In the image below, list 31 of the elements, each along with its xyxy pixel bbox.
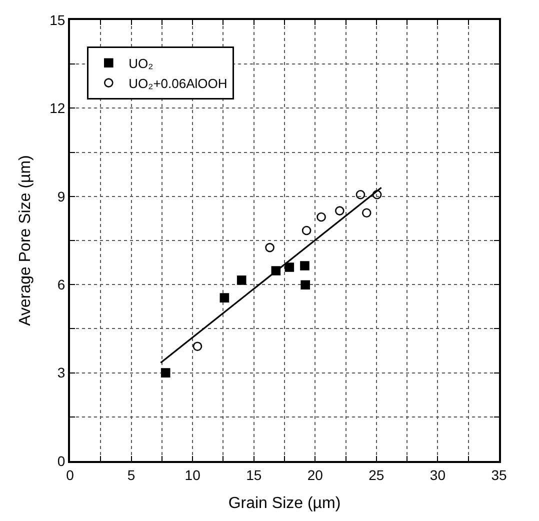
x-tick-label: 20 <box>307 466 324 483</box>
y-tick-label: 3 <box>57 364 66 381</box>
legend-label: UO₂ <box>128 56 154 71</box>
point <box>335 206 344 216</box>
point <box>160 368 170 378</box>
point <box>316 212 326 222</box>
point <box>300 280 310 290</box>
x-tick-label: 30 <box>430 466 446 483</box>
point <box>372 190 382 200</box>
y-tick-label: 12 <box>50 100 66 116</box>
point <box>220 293 230 302</box>
point <box>265 242 274 252</box>
point <box>362 208 372 218</box>
x-tick-label: 25 <box>368 466 384 483</box>
y-axis-title: Average Pore Size (µm) <box>17 155 34 326</box>
point <box>192 342 202 351</box>
y-tick-label: 0 <box>57 452 66 469</box>
x-tick-label: 10 <box>184 466 201 483</box>
point <box>284 262 294 272</box>
y-tick-label: 6 <box>57 276 66 292</box>
point <box>302 226 312 236</box>
legend-label: UO₂+0.06AlOOH <box>128 76 228 91</box>
point <box>356 190 366 200</box>
point <box>236 276 246 285</box>
x-tick-label: 35 <box>491 466 507 483</box>
point <box>300 261 310 270</box>
y-tick-label: 9 <box>57 188 66 204</box>
x-tick-label: 15 <box>246 466 262 483</box>
x-tick-label: 5 <box>127 466 136 483</box>
x-axis-title: Grain Size (µm) <box>228 495 341 512</box>
y-tick-label: 15 <box>50 12 66 28</box>
